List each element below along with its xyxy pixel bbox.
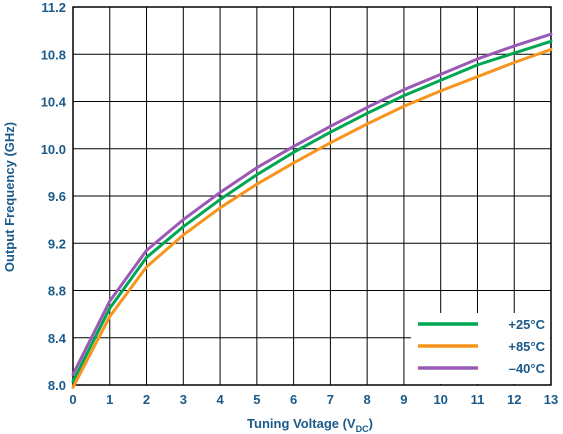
y-tick-label: 9.6 <box>48 189 66 204</box>
x-tick-label: 5 <box>253 392 260 407</box>
legend-label-3: –40°C <box>509 361 546 376</box>
x-tick-label: 9 <box>400 392 407 407</box>
x-axis-label-sub: DC <box>356 424 369 434</box>
x-tick-label: 12 <box>507 392 521 407</box>
legend-label-2: +85°C <box>508 339 545 354</box>
legend-label-1: +25°C <box>508 317 545 332</box>
x-axis-label: Tuning Voltage (VDC) <box>247 416 373 434</box>
series-line-2 <box>71 48 553 389</box>
x-tick-label: 11 <box>471 392 485 407</box>
x-tick-label: 7 <box>327 392 334 407</box>
y-axis-label: Output Frequency (GHz) <box>2 122 17 272</box>
x-tick-label: 8 <box>364 392 371 407</box>
y-tick-label: 8.0 <box>48 378 66 393</box>
x-axis-label-end: ) <box>369 416 373 431</box>
y-tick-label: 8.8 <box>48 284 66 299</box>
x-tick-label: 13 <box>544 392 558 407</box>
y-tick-label: 9.2 <box>48 236 66 251</box>
x-tick-label: 2 <box>143 392 150 407</box>
y-tick-label: 8.4 <box>48 331 67 346</box>
x-tick-label: 4 <box>216 392 224 407</box>
series-group <box>71 32 553 389</box>
grid <box>72 6 552 386</box>
x-tick-label: 1 <box>106 392 113 407</box>
legend: +25°C +85°C –40°C <box>411 313 550 384</box>
x-axis-label-main: Tuning Voltage (V <box>247 416 356 431</box>
y-tick-label: 10.8 <box>41 47 66 62</box>
y-tick-label: 10.0 <box>41 142 66 157</box>
y-tick-label: 11.2 <box>41 0 66 15</box>
tick-labels: 0 1 2 3 4 5 6 7 8 9 10 11 12 138.08.48.89.29.610.010.… <box>41 0 559 407</box>
series-line-1 <box>71 39 553 383</box>
x-tick-label: 3 <box>180 392 187 407</box>
series-line-3 <box>71 32 553 376</box>
x-tick-label: 10 <box>433 392 447 407</box>
y-tick-label: 10.4 <box>41 95 67 110</box>
x-tick-label: 6 <box>290 392 297 407</box>
x-tick-label: 0 <box>69 392 76 407</box>
